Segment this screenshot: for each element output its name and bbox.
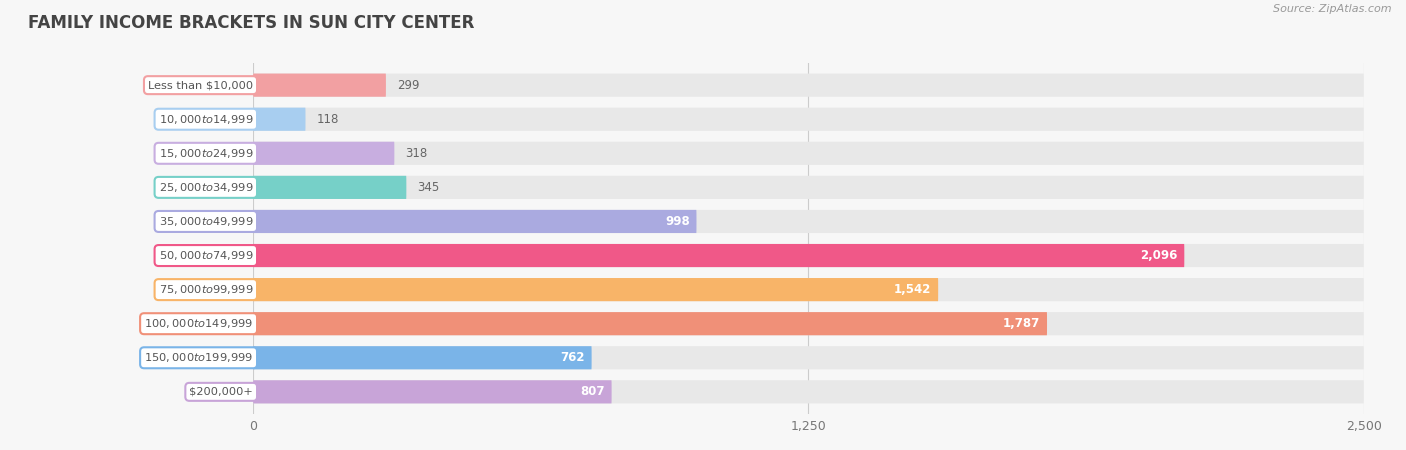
Text: 998: 998 [665,215,690,228]
FancyBboxPatch shape [253,346,1364,369]
FancyBboxPatch shape [253,73,385,97]
Text: $200,000+: $200,000+ [190,387,253,397]
Text: $150,000 to $199,999: $150,000 to $199,999 [143,351,253,364]
FancyBboxPatch shape [253,346,592,369]
Text: 2,096: 2,096 [1140,249,1178,262]
FancyBboxPatch shape [253,244,1184,267]
FancyBboxPatch shape [253,176,1364,199]
FancyBboxPatch shape [253,210,696,233]
Text: 762: 762 [561,351,585,364]
Text: Source: ZipAtlas.com: Source: ZipAtlas.com [1274,4,1392,14]
FancyBboxPatch shape [253,210,1364,233]
FancyBboxPatch shape [253,244,1364,267]
FancyBboxPatch shape [253,278,1364,301]
FancyBboxPatch shape [253,142,1364,165]
FancyBboxPatch shape [253,312,1047,335]
FancyBboxPatch shape [253,278,938,301]
FancyBboxPatch shape [253,73,1364,97]
FancyBboxPatch shape [253,108,1364,131]
FancyBboxPatch shape [253,380,612,404]
Text: $35,000 to $49,999: $35,000 to $49,999 [159,215,253,228]
FancyBboxPatch shape [253,142,394,165]
Text: 807: 807 [581,385,605,398]
Text: $50,000 to $74,999: $50,000 to $74,999 [159,249,253,262]
Text: 1,542: 1,542 [894,283,932,296]
Text: FAMILY INCOME BRACKETS IN SUN CITY CENTER: FAMILY INCOME BRACKETS IN SUN CITY CENTE… [28,14,474,32]
Text: $75,000 to $99,999: $75,000 to $99,999 [159,283,253,296]
Text: $100,000 to $149,999: $100,000 to $149,999 [143,317,253,330]
Text: 318: 318 [405,147,427,160]
FancyBboxPatch shape [253,108,305,131]
Text: 345: 345 [418,181,440,194]
FancyBboxPatch shape [253,380,1364,404]
Text: 118: 118 [316,113,339,126]
FancyBboxPatch shape [253,176,406,199]
Text: $15,000 to $24,999: $15,000 to $24,999 [159,147,253,160]
Text: $25,000 to $34,999: $25,000 to $34,999 [159,181,253,194]
Text: 299: 299 [396,79,419,92]
FancyBboxPatch shape [253,312,1364,335]
Text: Less than $10,000: Less than $10,000 [148,80,253,90]
Text: 1,787: 1,787 [1002,317,1040,330]
Text: $10,000 to $14,999: $10,000 to $14,999 [159,113,253,126]
